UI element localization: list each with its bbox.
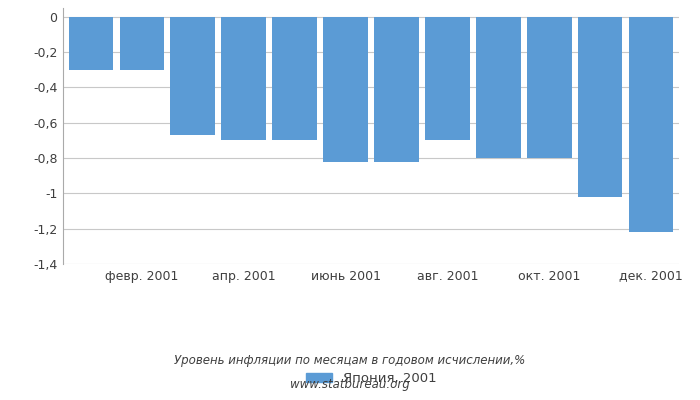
Bar xyxy=(221,17,266,140)
Bar xyxy=(323,17,368,162)
Bar xyxy=(476,17,521,158)
Bar xyxy=(170,17,215,135)
Bar xyxy=(629,17,673,232)
Bar xyxy=(272,17,317,140)
Text: Уровень инфляции по месяцам в годовом исчислении,%: Уровень инфляции по месяцам в годовом ис… xyxy=(174,354,526,367)
Text: www.statbureau.org: www.statbureau.org xyxy=(290,378,410,391)
Bar xyxy=(527,17,572,158)
Bar xyxy=(69,17,113,70)
Legend: Япония, 2001: Япония, 2001 xyxy=(300,367,442,390)
Bar xyxy=(120,17,164,70)
Bar xyxy=(578,17,622,197)
Bar xyxy=(425,17,470,140)
Bar xyxy=(374,17,419,162)
